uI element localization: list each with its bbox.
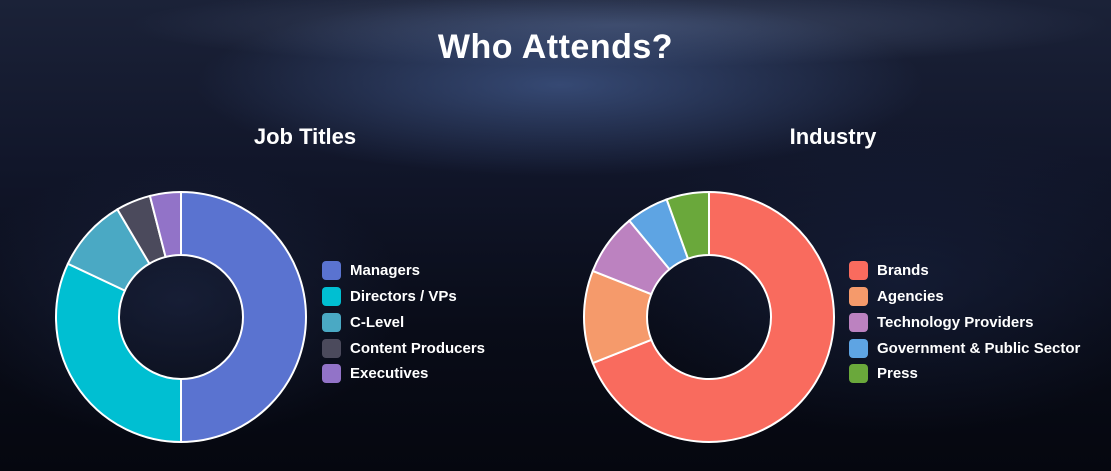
slice-executives[interactable] bbox=[148, 190, 183, 259]
legend-label: Executives bbox=[350, 365, 429, 383]
job-titles-donut-chart bbox=[55, 190, 307, 444]
legend-swatch bbox=[322, 287, 341, 307]
legend-swatch bbox=[322, 338, 341, 358]
legend-item-directors-vps[interactable]: Directors / VPs bbox=[322, 284, 485, 310]
legend-swatch bbox=[322, 364, 341, 384]
legend-swatch bbox=[322, 261, 341, 281]
legend-label: C-Level bbox=[350, 313, 405, 331]
legend-item-c-level[interactable]: C-Level bbox=[322, 310, 485, 336]
legend-swatch bbox=[849, 261, 868, 281]
legend-label: Content Producers bbox=[350, 339, 486, 357]
legend-swatch bbox=[849, 312, 868, 332]
legend-item-agencies[interactable]: Agencies bbox=[849, 284, 1080, 310]
industry-donut-chart bbox=[583, 190, 835, 443]
job-titles-chart-title: Job Titles bbox=[253, 124, 357, 149]
legend-item-brands[interactable]: Brands bbox=[849, 258, 1080, 284]
page-title: Who Attends? bbox=[437, 28, 674, 66]
legend-item-technology-providers[interactable]: Technology Providers bbox=[849, 310, 1080, 336]
job-titles-legend: Managers Directors / VPs C-Level Content… bbox=[322, 258, 485, 387]
slice-brands[interactable] bbox=[591, 190, 835, 443]
legend-swatch bbox=[849, 287, 868, 307]
legend-item-managers[interactable]: Managers bbox=[322, 258, 485, 284]
industry-chart-title: Industry bbox=[789, 124, 877, 149]
legend-item-government-public-sector[interactable]: Government & Public Sector bbox=[849, 335, 1080, 361]
legend-item-press[interactable]: Press bbox=[849, 361, 1080, 387]
legend-item-content-producers[interactable]: Content Producers bbox=[322, 335, 485, 361]
slice-press[interactable] bbox=[665, 190, 710, 260]
legend-label: Government & Public Sector bbox=[877, 339, 1081, 357]
legend-label: Agencies bbox=[877, 288, 944, 306]
legend-swatch bbox=[849, 338, 868, 358]
legend-label: Technology Providers bbox=[877, 313, 1034, 331]
slice-directors-vps[interactable] bbox=[55, 262, 183, 444]
legend-item-executives[interactable]: Executives bbox=[322, 361, 485, 387]
legend-label: Press bbox=[877, 365, 918, 383]
legend-swatch bbox=[849, 364, 868, 384]
slice-managers[interactable] bbox=[180, 190, 307, 444]
legend-label: Managers bbox=[350, 262, 421, 280]
industry-legend: Brands Agencies Technology Providers Gov… bbox=[849, 258, 1080, 387]
legend-label: Brands bbox=[877, 262, 929, 280]
legend-swatch bbox=[322, 312, 341, 332]
legend-label: Directors / VPs bbox=[350, 288, 457, 306]
